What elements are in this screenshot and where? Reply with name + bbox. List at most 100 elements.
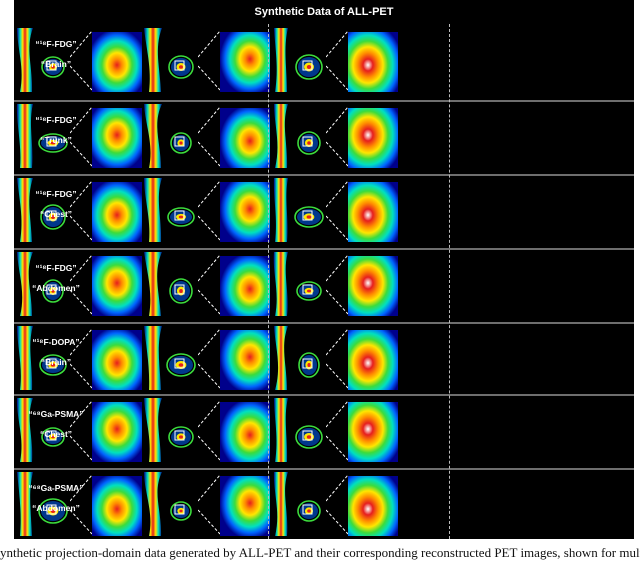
pet-reconstruction-image [297, 131, 321, 155]
zoom-leader-lines [325, 106, 349, 167]
figure-row: “¹⁸F-FDG” “Abdomen” [14, 252, 634, 322]
sinogram-image [273, 472, 288, 536]
zoom-inset-image [92, 32, 142, 92]
pet-reconstruction-image [40, 204, 66, 230]
sinogram-image [273, 252, 288, 316]
zoom-leader-lines [325, 180, 349, 241]
sinogram-image [274, 104, 288, 168]
zoom-inset-image [220, 108, 270, 168]
sinogram-image [17, 178, 33, 242]
figure-row: “⁶⁸Ga-PSMA” “Abdomen” [14, 472, 634, 542]
zoom-region-box [302, 60, 313, 71]
figure-row: “⁶⁸Ga-PSMA” “Chest” [14, 398, 634, 468]
sinogram-image [144, 398, 162, 462]
tracer-label: “¹⁸F-FDG” [35, 263, 77, 273]
zoom-region-box [302, 430, 313, 441]
zoom-region-box [174, 358, 185, 369]
zoom-inset-image [348, 330, 398, 390]
sinogram-image [144, 472, 162, 536]
column-divider [449, 24, 450, 539]
zoom-region-box [174, 430, 185, 441]
tracer-label: “⁶⁸Ga-PSMA” [28, 409, 84, 419]
region-label: “Abdomen” [32, 503, 80, 513]
zoom-inset-image [92, 182, 142, 242]
zoom-leader-lines [69, 474, 93, 535]
sinogram-image [144, 104, 162, 168]
zoom-region-box [302, 284, 313, 295]
zoom-inset-image [92, 476, 142, 536]
figure-row: “¹⁸F-FDG” “Brain” [14, 28, 634, 98]
figure-row: “¹⁸F-DOPA” “Brain” [14, 326, 634, 396]
figure-caption: ynthetic projection-domain data generate… [0, 545, 640, 560]
pet-reconstruction-image [295, 54, 323, 80]
row-separator [14, 248, 634, 250]
region-label: “Chest” [39, 209, 73, 219]
region-label: “Brain” [40, 357, 72, 367]
column-divider [268, 24, 269, 539]
pet-reconstruction-image [39, 354, 67, 376]
zoom-leader-lines [197, 106, 221, 167]
tracer-label: “⁶⁸Ga-PSMA” [28, 483, 84, 493]
zoom-region-box [174, 210, 185, 221]
zoom-leader-lines [197, 254, 221, 315]
zoom-inset-image [348, 32, 398, 92]
zoom-inset-image [220, 476, 270, 536]
sinogram-image [17, 28, 33, 92]
zoom-region-box [174, 60, 185, 71]
zoom-leader-lines [197, 474, 221, 535]
zoom-region-box [46, 136, 57, 147]
sinogram-image [273, 178, 288, 242]
zoom-inset-image [92, 330, 142, 390]
pet-reconstruction-image [42, 279, 64, 303]
figure-title: Synthetic Data of ALL-PET [254, 6, 394, 18]
pet-reconstruction-image [295, 425, 323, 449]
zoom-leader-lines [325, 254, 349, 315]
zoom-leader-lines [325, 328, 349, 389]
pet-reconstruction-image [296, 281, 322, 301]
zoom-leader-lines [69, 180, 93, 241]
zoom-inset-image [220, 330, 270, 390]
zoom-leader-lines [325, 474, 349, 535]
zoom-leader-lines [197, 180, 221, 241]
pet-reconstruction-image [298, 352, 320, 378]
zoom-region-box [46, 60, 57, 71]
sinogram-image [274, 398, 288, 462]
figure-panel: Synthetic Data of ALL-PET “¹⁸F-FDG” “Brai… [14, 0, 634, 539]
pet-reconstruction-image [294, 206, 324, 228]
zoom-leader-lines [197, 400, 221, 461]
region-label: “Abdomen” [32, 283, 80, 293]
region-label: “Chest” [39, 429, 73, 439]
region-label: “Trunk” [40, 135, 72, 145]
zoom-inset-image [348, 108, 398, 168]
zoom-region-box [302, 358, 313, 369]
zoom-inset-image [92, 256, 142, 316]
zoom-leader-lines [325, 30, 349, 91]
zoom-inset-image [92, 402, 142, 462]
region-label: “Brain” [40, 59, 72, 69]
tracer-label: “¹⁸F-FDG” [35, 115, 77, 125]
pet-reconstruction-image [170, 501, 192, 521]
zoom-inset-image [92, 108, 142, 168]
sinogram-image [17, 252, 33, 316]
zoom-inset-image [220, 256, 270, 316]
row-separator [14, 100, 634, 102]
pet-reconstruction-image [41, 427, 65, 447]
zoom-region-box [46, 504, 57, 515]
zoom-inset-image [348, 476, 398, 536]
figure-row: “¹⁸F-FDG” “Chest” [14, 178, 634, 248]
zoom-region-box [46, 430, 57, 441]
sinogram-image [16, 104, 33, 168]
zoom-inset-image [348, 182, 398, 242]
tracer-label: “¹⁸F-FDG” [35, 39, 77, 49]
zoom-region-box [46, 284, 57, 295]
zoom-leader-lines [69, 254, 93, 315]
sinogram-image [274, 28, 288, 92]
pet-reconstruction-image [168, 55, 194, 79]
sinogram-image [144, 326, 162, 390]
sinogram-image [274, 326, 288, 390]
figure-row: “¹⁸F-FDG” “Trunk” [14, 104, 634, 174]
tracer-label: “¹⁸F-DOPA” [32, 337, 80, 347]
pet-reconstruction-image [297, 500, 321, 522]
zoom-region-box [174, 284, 185, 295]
pet-reconstruction-image [41, 56, 65, 78]
